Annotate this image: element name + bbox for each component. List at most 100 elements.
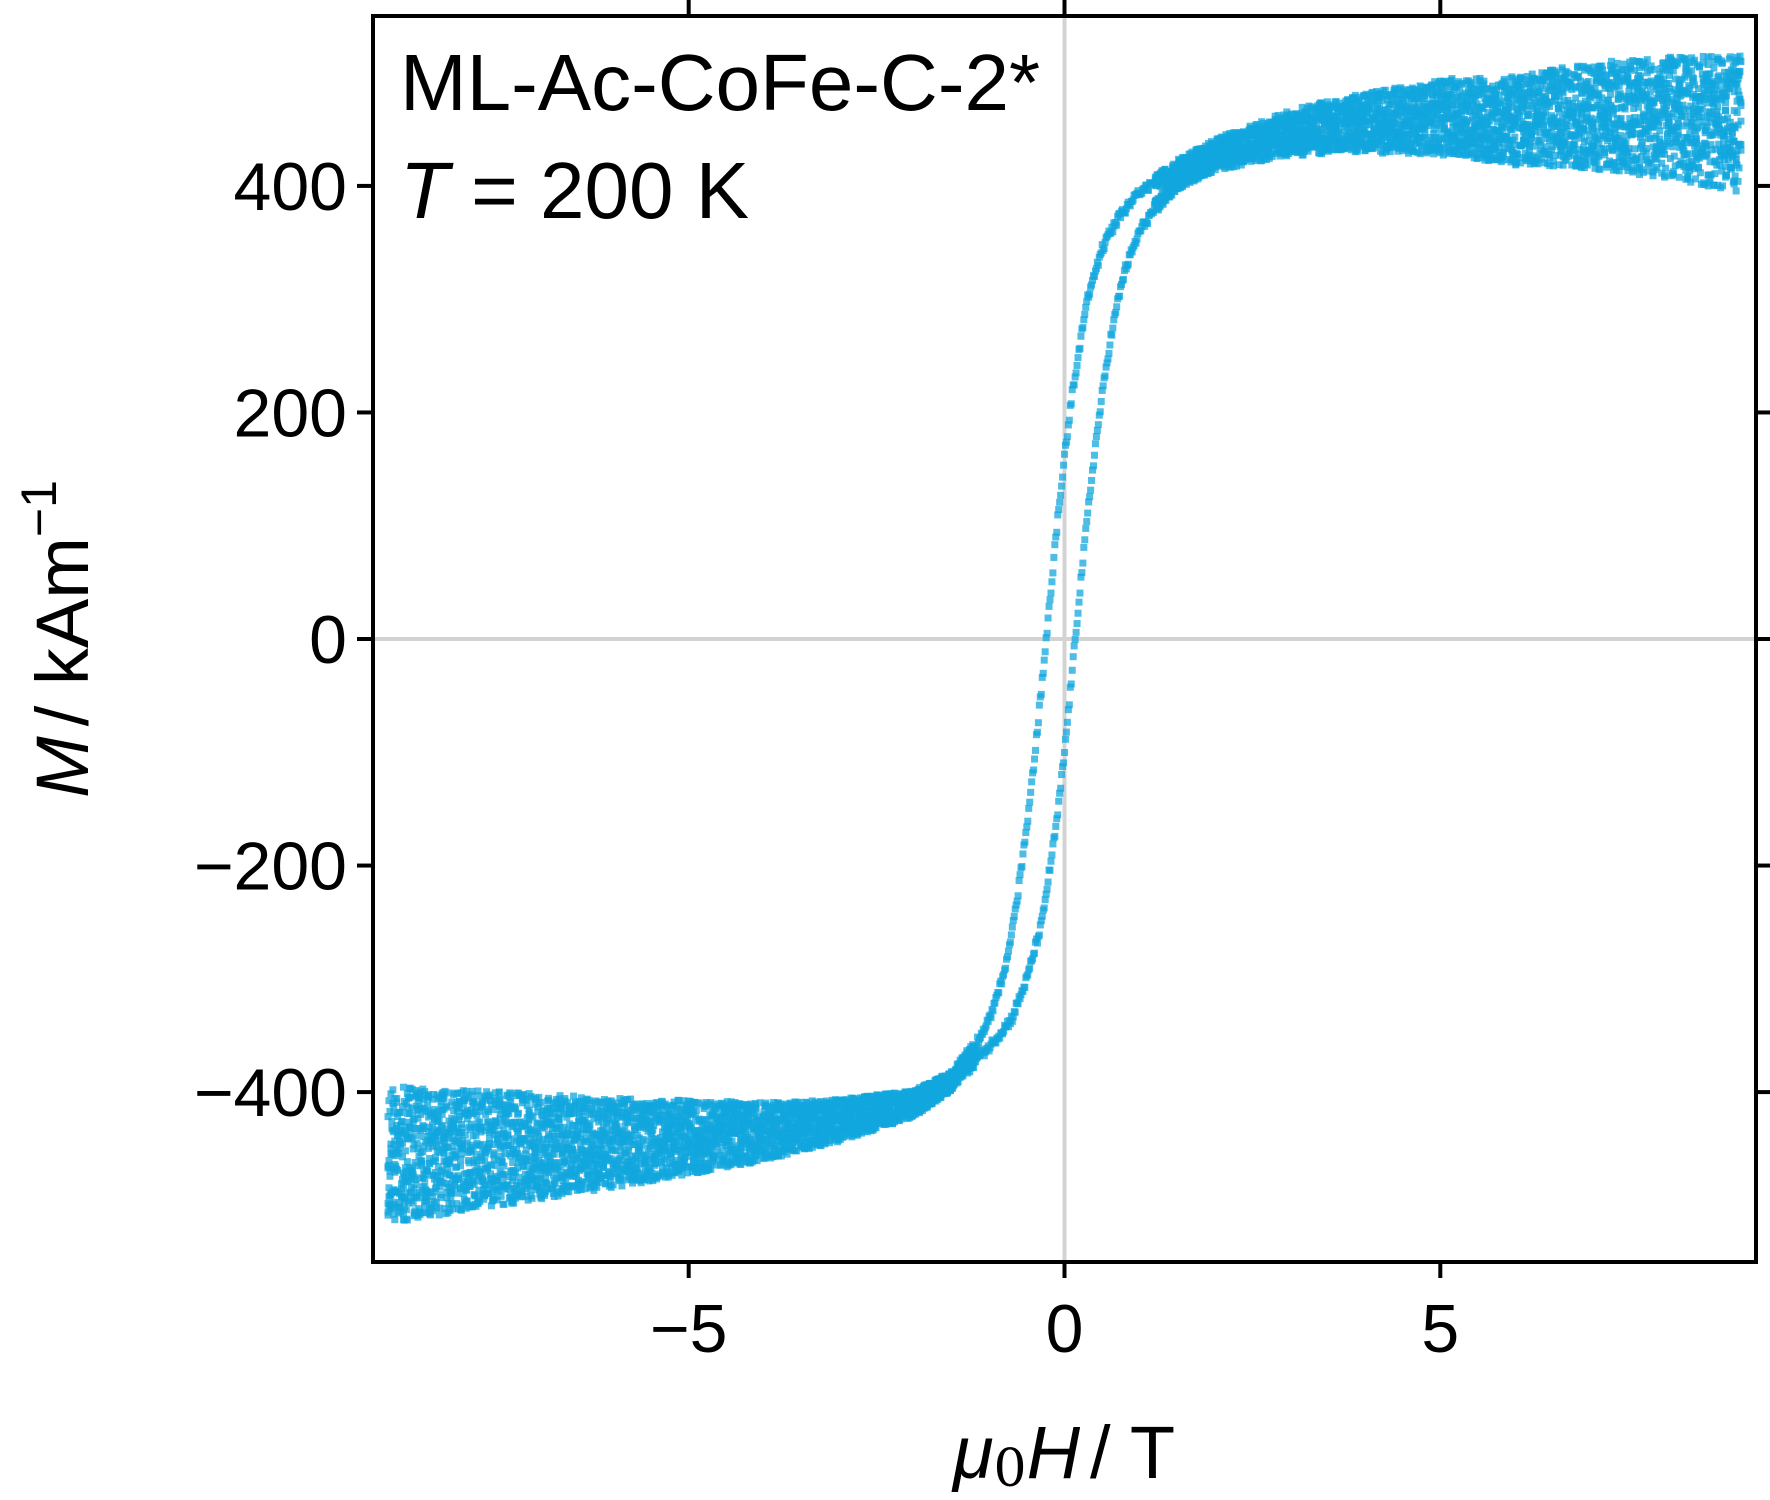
data-point: [569, 1145, 577, 1153]
data-point: [657, 1138, 665, 1146]
data-point: [1013, 897, 1021, 905]
data-point: [499, 1178, 507, 1186]
data-point: [1568, 161, 1576, 169]
data-point: [736, 1153, 744, 1161]
data-point: [1522, 80, 1530, 88]
data-point: [394, 1109, 402, 1117]
data-point: [686, 1121, 694, 1129]
data-point: [979, 1025, 987, 1033]
data-point: [1074, 354, 1082, 362]
data-point: [469, 1132, 477, 1140]
data-point: [549, 1109, 557, 1117]
data-point: [586, 1156, 594, 1164]
data-point: [650, 1135, 658, 1143]
data-point: [390, 1141, 398, 1149]
data-point: [455, 1116, 463, 1124]
data-point: [1495, 91, 1503, 99]
data-point: [501, 1150, 509, 1158]
data-point: [430, 1175, 438, 1183]
data-point: [384, 1211, 392, 1219]
data-point: [449, 1135, 457, 1143]
data-point: [1669, 143, 1677, 151]
data-point: [604, 1119, 612, 1127]
data-point: [1048, 578, 1056, 586]
data-point: [556, 1166, 564, 1174]
data-point: [717, 1109, 725, 1117]
data-point: [399, 1103, 407, 1111]
data-point: [1022, 829, 1030, 837]
data-point: [1058, 482, 1066, 490]
data-point: [655, 1106, 663, 1114]
data-point: [1544, 77, 1552, 85]
data-point: [482, 1111, 490, 1119]
data-point: [410, 1141, 418, 1149]
data-point: [409, 1111, 417, 1119]
data-point: [531, 1144, 539, 1152]
data-point: [602, 1132, 610, 1140]
data-point: [403, 1090, 411, 1098]
data-point: [1618, 137, 1626, 145]
data-point: [1014, 892, 1022, 900]
zero-lines: [373, 16, 1756, 1262]
data-point: [684, 1169, 692, 1177]
data-point: [505, 1135, 513, 1143]
data-point: [709, 1158, 717, 1166]
data-point: [514, 1164, 522, 1172]
data-point: [1692, 132, 1700, 140]
data-point: [683, 1104, 691, 1112]
data-point: [579, 1125, 587, 1133]
data-point: [641, 1164, 649, 1172]
data-point: [1492, 114, 1500, 122]
data-point: [535, 1099, 543, 1107]
data-point: [484, 1092, 492, 1100]
data-point: [1712, 145, 1720, 153]
data-point: [469, 1175, 477, 1183]
data-point: [744, 1108, 752, 1116]
data-point: [437, 1168, 445, 1176]
data-point: [754, 1116, 762, 1124]
data-point: [520, 1137, 528, 1145]
data-point: [1458, 93, 1466, 101]
data-point: [1052, 533, 1060, 541]
data-point: [752, 1151, 760, 1159]
data-point: [461, 1131, 469, 1139]
data-point: [1032, 731, 1040, 739]
data-point: [535, 1132, 543, 1140]
data-point: [1705, 92, 1713, 100]
data-point: [464, 1111, 472, 1119]
data-point: [420, 1142, 428, 1150]
data-point: [705, 1127, 713, 1135]
data-point: [594, 1131, 602, 1139]
data-point: [463, 1115, 471, 1123]
data-point: [977, 1029, 985, 1037]
data-point: [990, 1000, 998, 1008]
data-point: [448, 1114, 456, 1122]
data-point: [1061, 441, 1069, 449]
data-point: [719, 1158, 727, 1166]
data-point: [489, 1195, 497, 1203]
data-point: [1069, 381, 1077, 389]
data-point: [528, 1153, 536, 1161]
data-point: [590, 1115, 598, 1123]
data-point: [432, 1199, 440, 1207]
data-point: [405, 1118, 413, 1126]
data-point: [652, 1153, 660, 1161]
data-point: [730, 1100, 738, 1108]
data-point: [1098, 241, 1106, 249]
data-point: [561, 1095, 569, 1103]
data-point: [443, 1179, 451, 1187]
data-point: [504, 1185, 512, 1193]
data-point: [575, 1097, 583, 1105]
data-point: [742, 1130, 750, 1138]
data-point: [647, 1131, 655, 1139]
data-point: [524, 1125, 532, 1133]
data-point: [1523, 72, 1531, 80]
data-point: [723, 1098, 731, 1106]
data-point: [540, 1116, 548, 1124]
data-point: [513, 1181, 521, 1189]
data-point: [685, 1163, 693, 1171]
data-point: [736, 1148, 744, 1156]
data-point: [523, 1114, 531, 1122]
data-point: [599, 1110, 607, 1118]
data-point: [452, 1151, 460, 1159]
